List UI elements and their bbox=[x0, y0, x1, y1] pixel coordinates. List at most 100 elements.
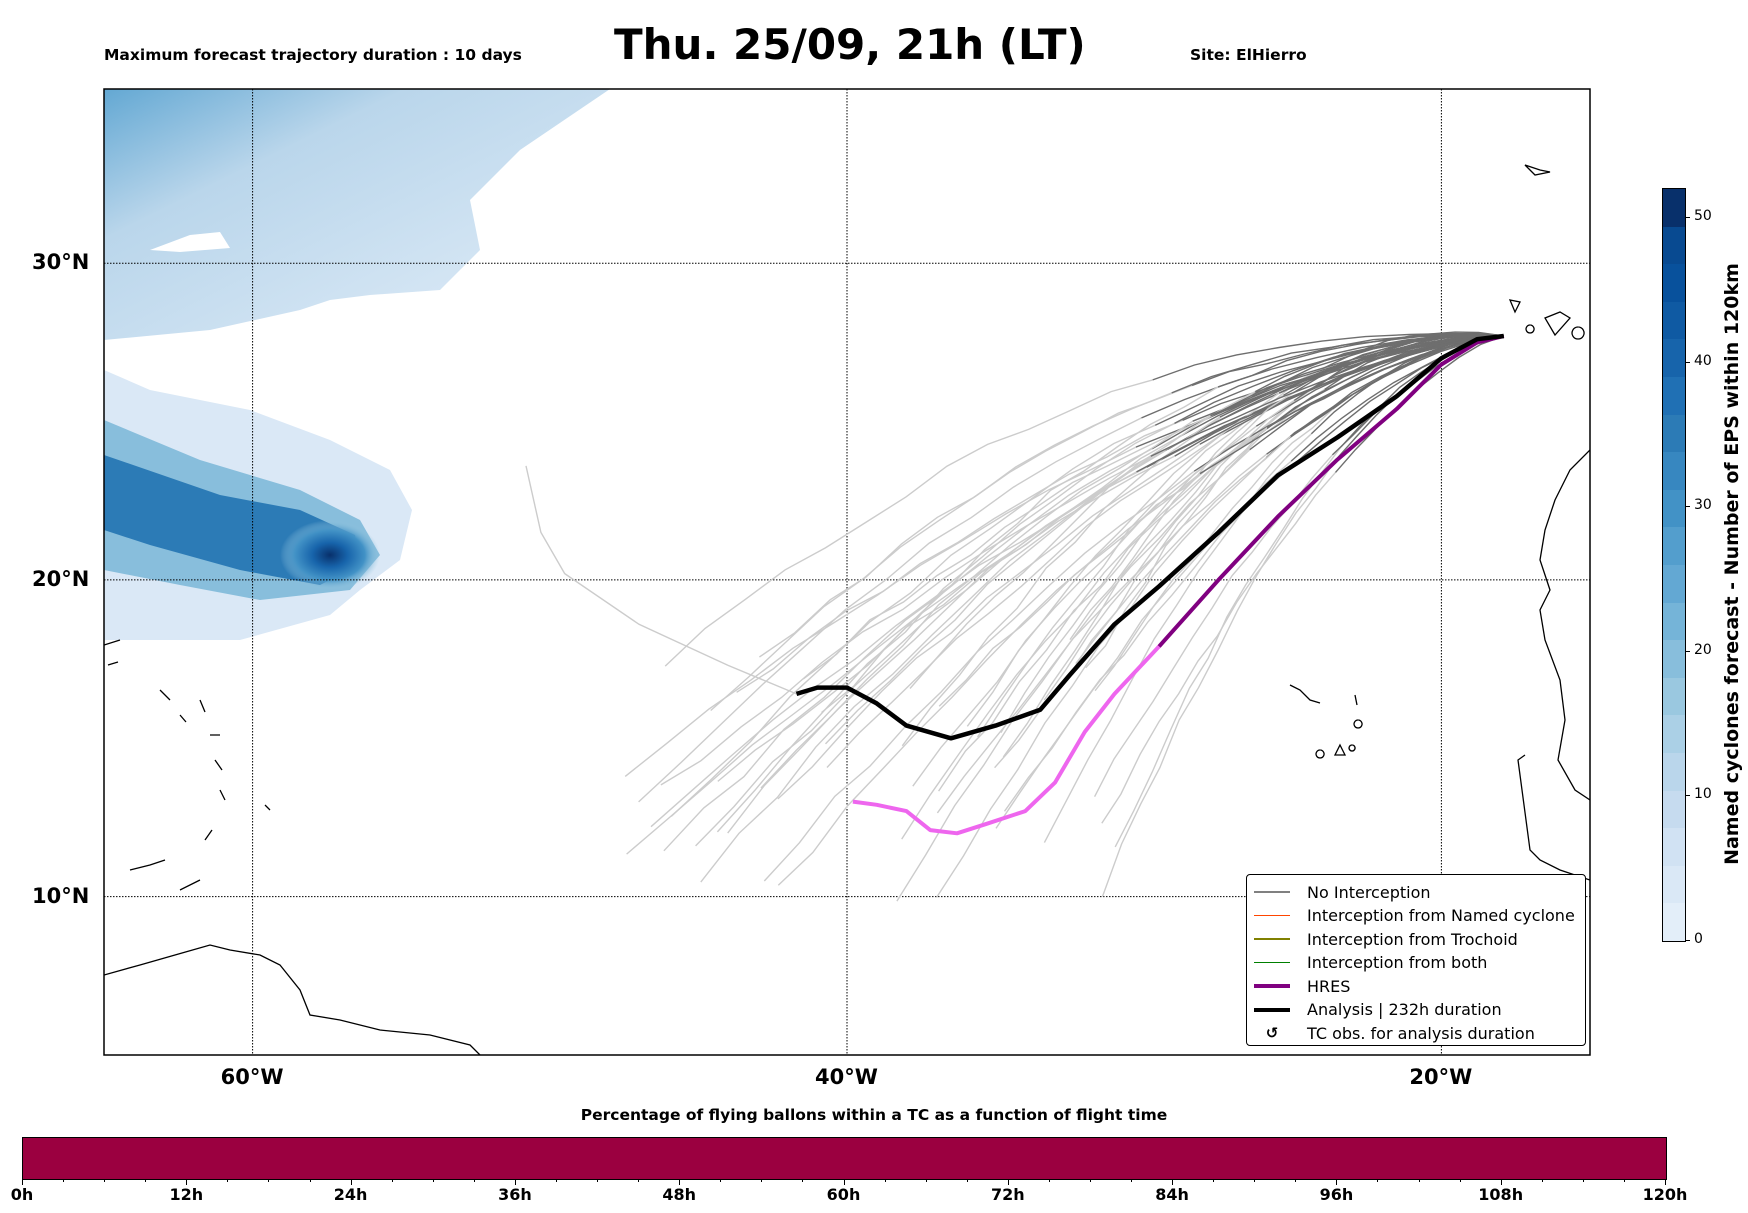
flight-bar-tick-mark bbox=[268, 1179, 270, 1182]
legend-item: ↺ TC obs. for analysis duration bbox=[1247, 1022, 1535, 1044]
legend-line-swatch bbox=[1254, 914, 1290, 917]
eps-track-far bbox=[938, 426, 1268, 707]
colorbar-label: Named cyclones forecast - Number of EPS … bbox=[1721, 263, 1743, 865]
lat-label: 10°N bbox=[32, 883, 90, 908]
eps-track-far bbox=[966, 392, 1280, 727]
eps-track-far bbox=[901, 396, 1253, 747]
legend-item: HRES bbox=[1247, 975, 1350, 997]
cyclone-density-peak bbox=[280, 520, 380, 590]
flight-bar-title: Percentage of flying ballons within a TC… bbox=[580, 1106, 1168, 1124]
colorbar-tick-label: 10 bbox=[1694, 786, 1712, 803]
param-line: Maximum forecast trajectory duration : 1… bbox=[104, 46, 522, 64]
eps-track-far bbox=[936, 453, 1268, 814]
colorbar-tick-mark bbox=[1685, 216, 1690, 218]
page-title: Thu. 25/09, 21h (LT) bbox=[614, 20, 1086, 69]
eps-track-far bbox=[1101, 459, 1337, 897]
eps-track-near bbox=[1152, 332, 1504, 381]
flight-bar-tick-label: 48h bbox=[662, 1185, 697, 1204]
eps-track-near bbox=[1150, 335, 1504, 457]
legend-label: TC obs. for analysis duration bbox=[1307, 1023, 1535, 1043]
colorbar-step bbox=[1663, 564, 1685, 603]
flight-bar-tick-mark bbox=[104, 1179, 106, 1182]
eps-track-far bbox=[710, 392, 1172, 712]
flight-bar-tick-label: 36h bbox=[498, 1185, 532, 1204]
flight-bar-tick-label: 120h bbox=[1642, 1185, 1688, 1204]
analysis-trajectory[interactable] bbox=[795, 333, 1505, 741]
flight-bar-tick-mark bbox=[1665, 1179, 1666, 1185]
legend-item: Interception from Trochoid bbox=[1247, 928, 1518, 950]
flight-bar-tick-mark bbox=[966, 1179, 968, 1182]
eps-track-near bbox=[1210, 335, 1504, 417]
flight-bar-tick-mark bbox=[1089, 1179, 1091, 1182]
flight-bar-tick-mark bbox=[555, 1179, 557, 1182]
colorbar-step bbox=[1663, 527, 1685, 565]
eps-track-far bbox=[727, 436, 1180, 834]
flight-bar-tick-mark bbox=[925, 1179, 927, 1182]
legend-line-swatch bbox=[1254, 1007, 1290, 1012]
cape-verde-islands bbox=[1289, 684, 1363, 759]
flight-bar-tick-mark bbox=[802, 1179, 804, 1182]
colorbar-step bbox=[1663, 264, 1685, 302]
flight-bar-tick-mark bbox=[1007, 1179, 1009, 1185]
flight-bar-tick-label: 12h bbox=[169, 1185, 204, 1204]
eps-track-far bbox=[663, 448, 1153, 852]
colorbar-step bbox=[1663, 790, 1685, 829]
legend-item: No Interception bbox=[1247, 881, 1431, 903]
eps-track-far bbox=[700, 448, 1168, 883]
flight-bar-tick-mark bbox=[309, 1179, 311, 1182]
eps-track-far bbox=[763, 470, 1195, 882]
flight-bar-tick-mark bbox=[145, 1179, 147, 1182]
eps-track-far bbox=[1101, 471, 1337, 824]
flight-bar-tick-label: 96h bbox=[1319, 1185, 1354, 1204]
eps-track-far bbox=[1085, 377, 1330, 669]
legend-item: Interception from both bbox=[1247, 952, 1487, 974]
flight-bar-tick-mark bbox=[227, 1179, 229, 1182]
legend: No Interception Interception from Named c… bbox=[1246, 874, 1586, 1046]
flight-bar-tick-mark bbox=[884, 1179, 886, 1182]
coastline-africa bbox=[1517, 449, 1590, 881]
flight-bar-tick-mark bbox=[1336, 1179, 1338, 1185]
colorbar-step bbox=[1663, 752, 1685, 791]
eps-track-far bbox=[525, 465, 797, 695]
colorbar-step bbox=[1663, 301, 1685, 340]
colorbar-tick-mark bbox=[1685, 506, 1690, 508]
colorbar-step bbox=[1663, 828, 1685, 866]
flight-bar-tick-mark bbox=[1172, 1179, 1174, 1185]
legend-item: Analysis | 232h duration bbox=[1247, 999, 1502, 1021]
flight-bar-tick-mark bbox=[186, 1179, 188, 1185]
map-frame bbox=[103, 88, 1591, 1056]
flight-bar-tick-mark bbox=[638, 1179, 640, 1182]
flight-bar-tick-mark bbox=[514, 1179, 516, 1185]
lon-label: 60°W bbox=[220, 1065, 284, 1089]
colorbar-tick-label: 20 bbox=[1694, 641, 1712, 658]
flight-bar-tick-mark bbox=[391, 1179, 393, 1182]
coastline-south-america bbox=[104, 944, 481, 1055]
colorbar-step bbox=[1663, 226, 1685, 265]
flight-bar-tick-mark bbox=[350, 1179, 352, 1185]
colorbar-step bbox=[1663, 715, 1685, 753]
eps-track-far bbox=[1000, 392, 1294, 734]
analysis-track-line bbox=[795, 333, 1505, 741]
eps-trajectories bbox=[525, 331, 1505, 902]
flight-bar-tick-mark bbox=[597, 1179, 599, 1182]
colorbar-step bbox=[1663, 339, 1685, 377]
flight-bar-tick-mark bbox=[1131, 1179, 1133, 1182]
colorbar-step bbox=[1663, 865, 1685, 904]
eps-track-far bbox=[626, 471, 1137, 855]
eps-track-near bbox=[1192, 335, 1504, 422]
colorbar-step bbox=[1663, 640, 1685, 678]
eps-track-far bbox=[802, 415, 1211, 680]
hres-trajectory[interactable] bbox=[852, 334, 1505, 836]
legend-label: No Interception bbox=[1307, 882, 1431, 902]
flight-bar-tick-mark bbox=[1541, 1179, 1543, 1182]
legend-label: Interception from Trochoid bbox=[1307, 929, 1518, 949]
eps-track-far bbox=[936, 457, 1267, 898]
eps-track-far bbox=[901, 439, 1253, 840]
colorbar-step bbox=[1663, 903, 1685, 941]
canary-islands bbox=[1508, 299, 1585, 340]
flight-bar-tick-mark bbox=[1377, 1179, 1379, 1182]
legend-line-swatch bbox=[1254, 984, 1290, 988]
flight-bar-tick-mark bbox=[679, 1179, 681, 1185]
flight-bar-tick-label: 60h bbox=[826, 1185, 861, 1204]
